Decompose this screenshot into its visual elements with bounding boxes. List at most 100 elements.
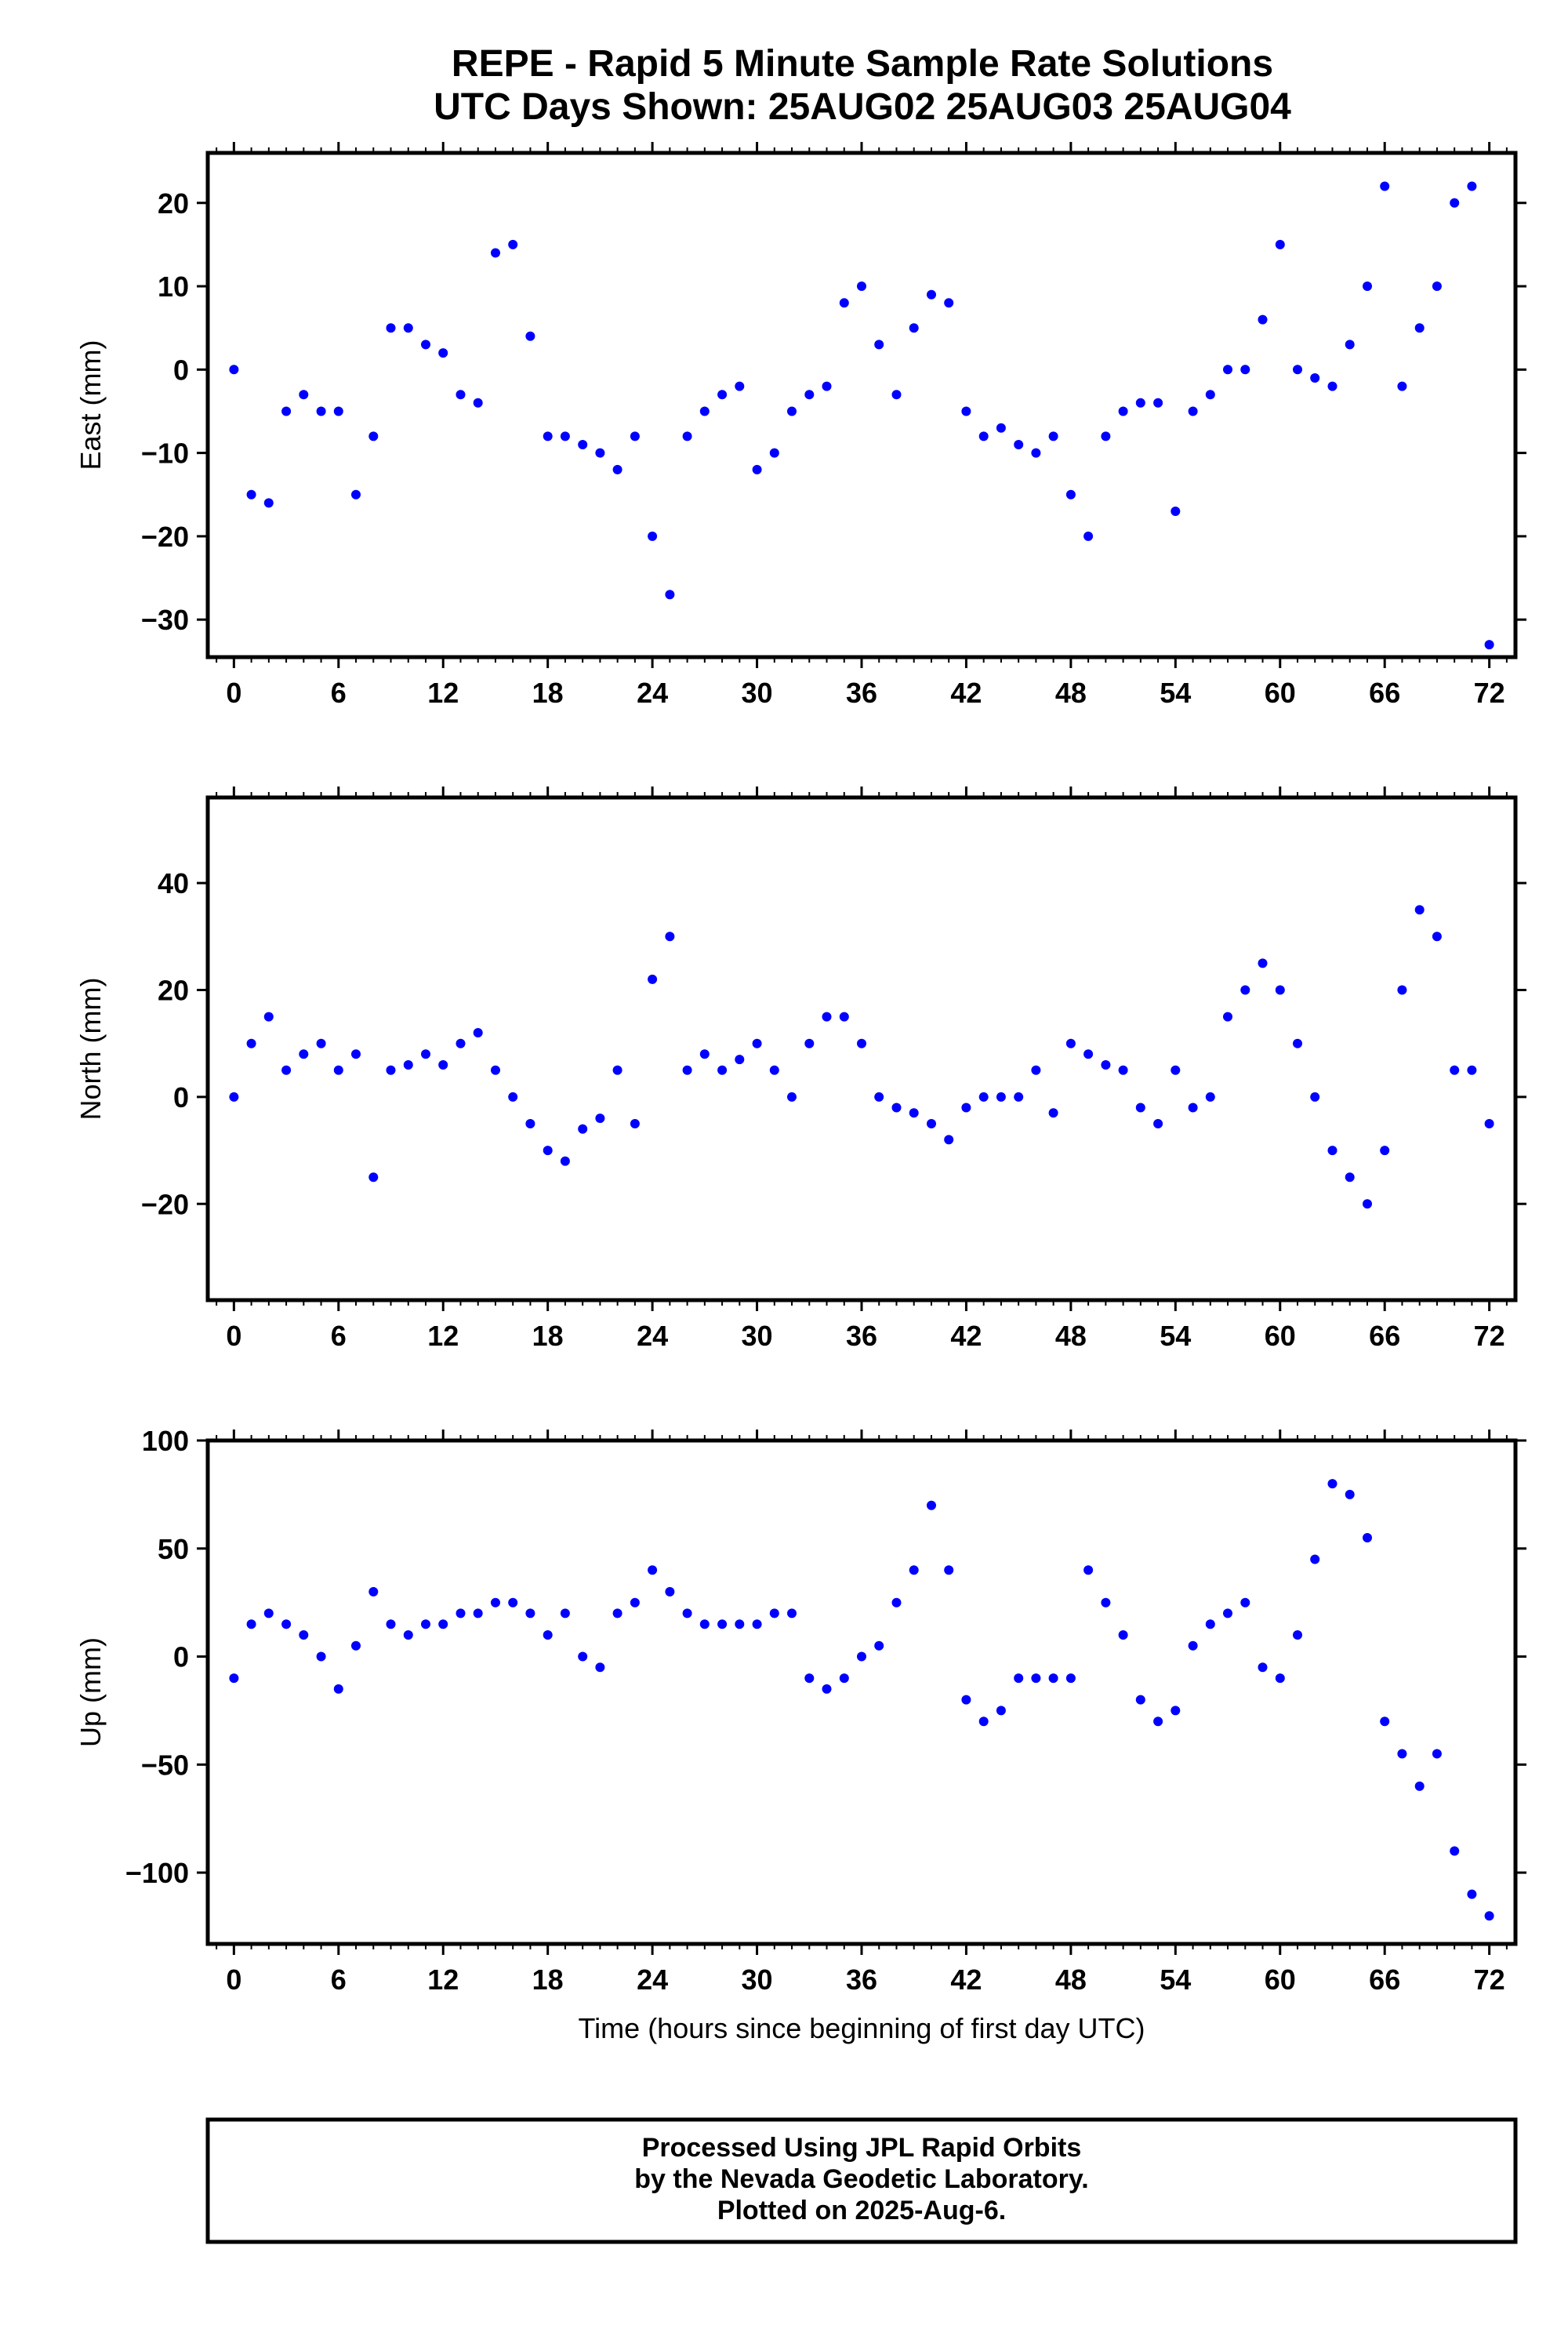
north-points: [229, 905, 1494, 1209]
up-ytick-label: 100: [142, 1425, 189, 1457]
north-point: [1414, 905, 1425, 915]
north-xtick-label: 12: [427, 1320, 459, 1352]
north-point: [682, 1065, 692, 1075]
up-point: [333, 1684, 343, 1694]
east-point: [1327, 381, 1338, 391]
footer-line2: by the Nevada Geodetic Laboratory.: [634, 2164, 1088, 2194]
east-point: [909, 323, 919, 333]
east-point: [438, 348, 448, 358]
east-point: [735, 381, 745, 391]
east-point: [1083, 531, 1094, 541]
east-point: [996, 423, 1006, 433]
north-xtick-label: 36: [846, 1320, 877, 1352]
east-point: [891, 390, 902, 400]
east-point: [665, 590, 675, 600]
north-point: [752, 1038, 762, 1048]
east-point: [1153, 398, 1163, 408]
east-point: [1188, 406, 1198, 416]
east-ytick-label: 0: [173, 354, 189, 386]
up-point: [857, 1651, 866, 1662]
north-point: [944, 1135, 954, 1145]
up-point: [1327, 1479, 1338, 1489]
up-xlabel: Time (hours since beginning of first day…: [579, 2012, 1145, 2044]
north-point: [316, 1038, 326, 1048]
chart-title-line1: REPE - Rapid 5 Minute Sample Rate Soluti…: [452, 43, 1273, 85]
north-point: [456, 1038, 466, 1048]
east-point: [961, 406, 971, 416]
east-point: [246, 489, 256, 500]
north-point: [630, 1119, 640, 1128]
east-point: [648, 531, 658, 541]
up-point: [909, 1565, 919, 1575]
up-point: [595, 1662, 605, 1673]
up-xtick-label: 18: [532, 1964, 564, 1996]
up-point: [1275, 1673, 1285, 1684]
east-point: [473, 398, 483, 408]
east-point: [822, 381, 832, 391]
up-point: [1450, 1846, 1460, 1856]
footer-box: [205, 2117, 1518, 2244]
north-point: [1014, 1092, 1024, 1102]
north-xtick-label: 6: [331, 1320, 347, 1352]
north-point: [699, 1049, 710, 1059]
east-point: [368, 431, 379, 441]
north-point: [717, 1065, 728, 1075]
east-point: [1240, 365, 1250, 375]
east-xtick-label: 6: [331, 677, 347, 709]
north-point: [1065, 1038, 1076, 1048]
east-point: [1380, 181, 1390, 191]
north-point: [1223, 1012, 1232, 1022]
east-point: [386, 323, 396, 333]
up-point: [752, 1619, 762, 1629]
chart-title-line2: UTC Days Shown: 25AUG02 25AUG03 25AUG04: [434, 86, 1291, 128]
north-point: [787, 1092, 797, 1102]
up-point: [1014, 1673, 1024, 1684]
east-point: [857, 282, 866, 291]
east-xtick-label: 48: [1055, 677, 1087, 709]
north-point: [1188, 1103, 1198, 1113]
east-point: [927, 289, 936, 300]
east-panel: 0 6 12 18 24 30 36 42 48 54 60 66 72 −30 −20 −10 0 10 20 Ea…: [74, 142, 1526, 709]
up-point: [630, 1597, 640, 1608]
up-point: [560, 1608, 570, 1618]
north-point: [1327, 1146, 1338, 1156]
north-point: [891, 1103, 902, 1113]
north-point: [735, 1055, 745, 1065]
up-point: [1135, 1695, 1145, 1705]
up-point: [1310, 1554, 1320, 1564]
east-xtick-label: 66: [1369, 677, 1400, 709]
north-point: [525, 1119, 535, 1128]
east-point: [787, 406, 797, 416]
north-point: [281, 1065, 292, 1075]
east-xtick-label: 54: [1160, 677, 1191, 709]
north-point: [299, 1049, 309, 1059]
north-frame: [205, 795, 1518, 1302]
east-point: [839, 298, 849, 308]
up-point: [316, 1651, 326, 1662]
north-point: [1135, 1103, 1145, 1113]
north-point: [769, 1065, 779, 1075]
north-point: [421, 1049, 430, 1059]
up-point: [421, 1619, 430, 1629]
east-point: [351, 489, 361, 500]
up-point: [456, 1608, 466, 1618]
north-point: [1345, 1172, 1355, 1183]
east-point: [944, 298, 954, 308]
north-point: [857, 1038, 866, 1048]
up-point: [699, 1619, 710, 1629]
east-point: [299, 390, 309, 400]
up-points: [229, 1479, 1494, 1921]
up-point: [368, 1586, 379, 1597]
up-point: [1205, 1619, 1215, 1629]
east-point: [1014, 440, 1024, 449]
up-point: [1467, 1889, 1477, 1899]
east-point: [508, 239, 518, 249]
north-point: [1258, 958, 1268, 968]
up-point: [1414, 1781, 1425, 1791]
up-point: [1258, 1662, 1268, 1673]
up-point: [1345, 1489, 1355, 1499]
east-point: [804, 390, 815, 400]
north-xtick-label: 0: [226, 1320, 241, 1352]
north-point: [578, 1124, 588, 1134]
east-point: [699, 406, 710, 416]
